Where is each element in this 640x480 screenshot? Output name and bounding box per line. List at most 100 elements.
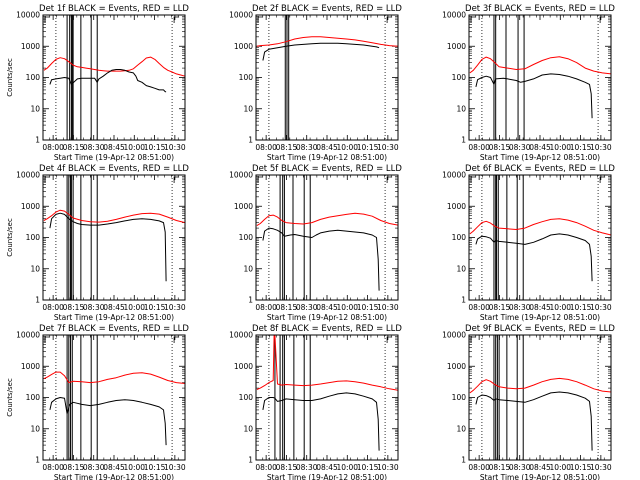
bracket-marker	[173, 336, 180, 343]
x-axis-label: Start Time (19-Apr-12 08:51:00)	[54, 153, 174, 162]
y-tick-label: 10	[30, 424, 40, 433]
x-tick-label: 08:00	[42, 303, 64, 312]
x-tick-label: 08:45	[316, 463, 338, 472]
x-axis-label: Start Time (19-Apr-12 08:51:00)	[480, 153, 600, 162]
lld-series-line	[469, 377, 612, 394]
y-tick-label: 1000	[21, 202, 40, 211]
y-tick-label: 10	[30, 264, 40, 273]
bracket-marker	[386, 336, 393, 343]
y-tick-label: 10000	[16, 171, 40, 180]
bracket-marker	[470, 336, 476, 343]
y-tick-label: 1000	[21, 42, 40, 51]
panel-title: Det 9f BLACK = Events, RED = LLD	[465, 324, 615, 334]
events-series-line	[475, 233, 593, 282]
lld-series-line	[256, 334, 399, 391]
x-tick-label: 08:15	[63, 463, 85, 472]
x-tick-label: 10:00	[336, 303, 358, 312]
x-axis-label: Start Time (19-Apr-12 08:51:00)	[480, 313, 600, 322]
x-tick-label: 08:45	[529, 143, 551, 152]
y-tick-label: 100	[26, 393, 41, 402]
panel-title: Det 2f BLACK = Events, RED = LLD	[252, 4, 402, 14]
y-tick-label: 1000	[21, 362, 40, 371]
x-tick-label: 08:45	[103, 303, 125, 312]
x-tick-label: 08:30	[83, 463, 105, 472]
events-series-line	[49, 397, 167, 446]
lld-series-line	[469, 218, 612, 236]
y-tick-label: 10000	[229, 11, 253, 20]
x-tick-label: 08:45	[316, 303, 338, 312]
x-tick-label: 08:15	[489, 463, 511, 472]
y-tick-label: 100	[452, 233, 467, 242]
x-tick-label: 08:30	[509, 143, 531, 152]
x-tick-label: 08:15	[276, 143, 298, 152]
y-tick-label: 10000	[229, 331, 253, 340]
x-axis-label: Start Time (19-Apr-12 08:51:00)	[267, 313, 387, 322]
x-tick-label: 10:30	[164, 463, 186, 472]
y-tick-label: 1000	[234, 362, 253, 371]
x-tick-label: 10:00	[123, 143, 145, 152]
x-tick-label: 08:15	[276, 463, 298, 472]
panel-3: Det 3f BLACK = Events, RED = LLD Start Ti…	[442, 4, 615, 162]
y-tick-label: 100	[26, 233, 41, 242]
y-tick-label: 1000	[447, 362, 466, 371]
y-tick-label: 1	[35, 456, 40, 465]
y-tick-label: 1000	[234, 202, 253, 211]
bracket-marker	[386, 176, 393, 183]
lld-series-line	[256, 36, 399, 47]
plot-frame	[255, 334, 399, 461]
panel-4: Det 4f BLACK = Events, RED = LLD Start Ti…	[6, 164, 189, 322]
x-axis-label: Start Time (19-Apr-12 08:51:00)	[54, 473, 174, 480]
y-tick-label: 10	[456, 424, 466, 433]
bracket-marker	[257, 176, 263, 183]
y-tick-label: 1000	[447, 42, 466, 51]
events-series-line	[475, 73, 593, 119]
y-tick-label: 10	[243, 264, 253, 273]
x-tick-label: 10:15	[357, 303, 379, 312]
lld-series-line	[256, 212, 399, 227]
plot-frame	[468, 14, 612, 141]
x-tick-label: 08:45	[529, 463, 551, 472]
x-tick-label: 10:00	[549, 303, 571, 312]
y-tick-label: 1	[461, 136, 466, 145]
y-tick-label: 10	[243, 424, 253, 433]
x-tick-label: 08:00	[468, 143, 490, 152]
x-tick-label: 10:00	[549, 143, 571, 152]
x-tick-label: 08:15	[63, 303, 85, 312]
panel-9: Det 9f BLACK = Events, RED = LLD Start Ti…	[442, 324, 615, 480]
bracket-marker	[599, 176, 606, 183]
x-tick-label: 08:15	[276, 303, 298, 312]
plot-frame	[468, 174, 612, 301]
x-tick-label: 08:30	[296, 303, 318, 312]
panel-6: Det 6f BLACK = Events, RED = LLD Start Ti…	[442, 164, 615, 322]
x-tick-label: 08:15	[489, 303, 511, 312]
x-tick-label: 08:30	[83, 303, 105, 312]
y-tick-label: 10000	[442, 331, 466, 340]
panel-title: Det 3f BLACK = Events, RED = LLD	[465, 4, 615, 14]
y-tick-label: 10000	[229, 171, 253, 180]
y-tick-label: 10000	[16, 331, 40, 340]
x-tick-label: 08:30	[509, 463, 531, 472]
y-tick-label: 10	[456, 264, 466, 273]
x-tick-label: 10:00	[123, 303, 145, 312]
x-tick-label: 08:00	[255, 463, 277, 472]
x-tick-label: 10:15	[357, 463, 379, 472]
panel-title: Det 6f BLACK = Events, RED = LLD	[465, 164, 615, 174]
plot-frame	[468, 334, 612, 461]
x-tick-label: 10:15	[144, 143, 166, 152]
y-tick-label: 1	[35, 136, 40, 145]
y-tick-label: 100	[452, 73, 467, 82]
bracket-marker	[173, 16, 180, 23]
y-tick-label: 10	[30, 104, 40, 113]
lld-series-line	[469, 56, 612, 75]
x-axis-label: Start Time (19-Apr-12 08:51:00)	[267, 153, 387, 162]
panel-2: Det 2f BLACK = Events, RED = LLD Start Ti…	[229, 4, 402, 162]
panel-title: Det 7f BLACK = Events, RED = LLD	[39, 324, 189, 334]
x-axis-label: Start Time (19-Apr-12 08:51:00)	[480, 473, 600, 480]
panel-5: Det 5f BLACK = Events, RED = LLD Start Ti…	[229, 164, 402, 322]
panel-title: Det 1f BLACK = Events, RED = LLD	[39, 4, 189, 14]
bracket-marker	[470, 176, 476, 183]
x-axis-label: Start Time (19-Apr-12 08:51:00)	[54, 313, 174, 322]
y-tick-label: 10000	[16, 11, 40, 20]
plot-frame	[42, 14, 186, 141]
